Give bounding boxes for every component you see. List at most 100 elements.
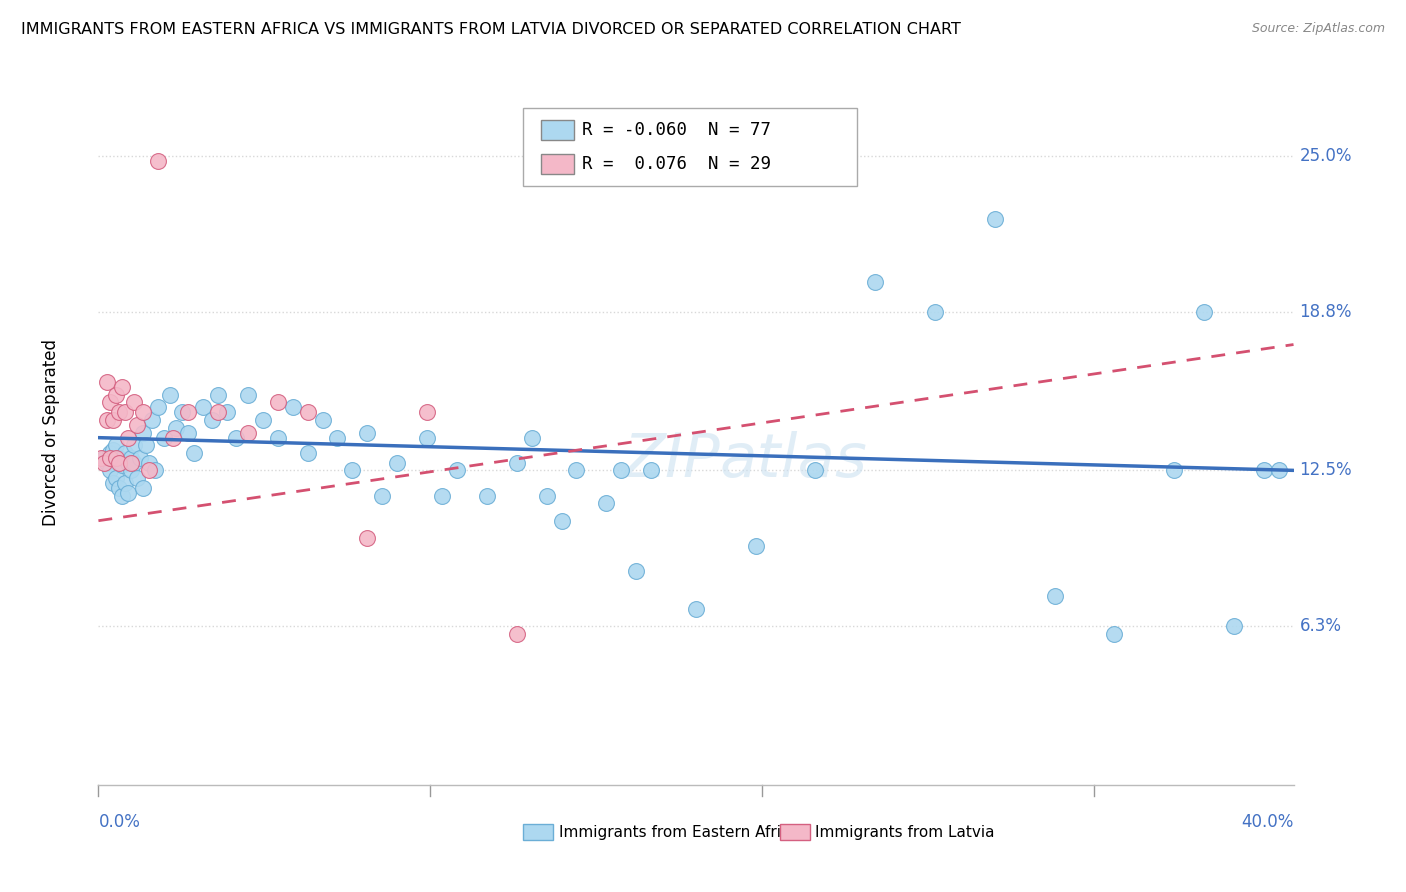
Point xyxy=(132,425,155,440)
Point xyxy=(93,450,115,465)
Bar xyxy=(541,154,574,174)
Point xyxy=(252,413,274,427)
Point xyxy=(108,405,131,419)
Point xyxy=(475,489,498,503)
Point xyxy=(117,486,139,500)
Point xyxy=(138,456,160,470)
Point xyxy=(117,431,139,445)
Point xyxy=(215,405,238,419)
Point xyxy=(267,395,290,409)
Point xyxy=(225,431,247,445)
Point xyxy=(141,413,163,427)
Point xyxy=(342,463,364,477)
Text: 18.8%: 18.8% xyxy=(1299,302,1353,321)
Text: atlas: atlas xyxy=(720,432,868,491)
Text: 6.3%: 6.3% xyxy=(1299,617,1341,635)
Bar xyxy=(541,120,574,140)
Point xyxy=(143,463,166,477)
Point xyxy=(183,446,205,460)
Point xyxy=(108,456,131,470)
Point xyxy=(191,401,214,415)
Point xyxy=(804,463,827,477)
Point xyxy=(132,481,155,495)
Point xyxy=(1043,589,1066,603)
Point xyxy=(416,431,439,445)
Bar xyxy=(779,824,810,840)
Point xyxy=(416,405,439,419)
Point xyxy=(430,489,453,503)
Text: Immigrants from Latvia: Immigrants from Latvia xyxy=(815,825,995,839)
Point xyxy=(506,627,529,641)
Text: 12.5%: 12.5% xyxy=(1299,461,1353,479)
Point xyxy=(120,463,142,477)
Point xyxy=(124,395,146,409)
Text: IMMIGRANTS FROM EASTERN AFRICA VS IMMIGRANTS FROM LATVIA DIVORCED OR SEPARATED C: IMMIGRANTS FROM EASTERN AFRICA VS IMMIGR… xyxy=(21,22,960,37)
Point xyxy=(105,438,128,452)
Point xyxy=(127,471,149,485)
Point xyxy=(111,380,134,394)
Point xyxy=(105,450,128,465)
Point xyxy=(111,458,134,473)
Point xyxy=(114,446,136,460)
Point xyxy=(108,450,131,465)
Point xyxy=(165,420,187,434)
Point xyxy=(236,425,259,440)
Text: Divorced or Separated: Divorced or Separated xyxy=(42,339,59,526)
Text: Source: ZipAtlas.com: Source: ZipAtlas.com xyxy=(1251,22,1385,36)
Point xyxy=(98,450,122,465)
Text: 40.0%: 40.0% xyxy=(1241,814,1294,831)
Point xyxy=(385,456,409,470)
FancyBboxPatch shape xyxy=(523,109,858,186)
Point xyxy=(135,438,157,452)
Point xyxy=(138,463,160,477)
Point xyxy=(103,475,125,490)
Point xyxy=(114,475,136,490)
Bar xyxy=(523,824,553,840)
Point xyxy=(1267,463,1289,477)
Point xyxy=(177,425,200,440)
Point xyxy=(117,456,139,470)
Point xyxy=(311,413,333,427)
Point xyxy=(120,456,142,470)
Text: ZIP: ZIP xyxy=(623,432,720,491)
Point xyxy=(98,446,122,460)
Point xyxy=(207,405,229,419)
Point xyxy=(103,413,125,427)
Point xyxy=(98,463,122,477)
Point xyxy=(446,463,468,477)
Point xyxy=(105,471,128,485)
Point xyxy=(610,463,633,477)
Point xyxy=(536,489,558,503)
Point xyxy=(984,211,1007,226)
Point xyxy=(114,405,136,419)
Point xyxy=(550,514,572,528)
Point xyxy=(1223,619,1246,633)
Point xyxy=(207,388,229,402)
Point xyxy=(105,388,128,402)
Point xyxy=(172,405,194,419)
Point xyxy=(177,405,200,419)
Point xyxy=(924,305,946,319)
Point xyxy=(626,564,648,578)
Point xyxy=(153,431,176,445)
Point xyxy=(132,405,155,419)
Point xyxy=(236,388,259,402)
Point xyxy=(111,489,134,503)
Point xyxy=(148,401,170,415)
Point xyxy=(267,431,290,445)
Point xyxy=(297,446,319,460)
Point xyxy=(1253,463,1275,477)
Point xyxy=(520,431,543,445)
Point xyxy=(159,388,181,402)
Point xyxy=(93,456,115,470)
Text: 0.0%: 0.0% xyxy=(98,814,141,831)
Point xyxy=(685,601,707,615)
Point xyxy=(127,418,149,433)
Point xyxy=(120,450,142,465)
Point xyxy=(96,376,118,390)
Point xyxy=(1104,627,1126,641)
Point xyxy=(297,405,319,419)
Text: R = -0.060  N = 77: R = -0.060 N = 77 xyxy=(582,121,772,139)
Point xyxy=(1163,463,1185,477)
Text: 25.0%: 25.0% xyxy=(1299,147,1353,165)
